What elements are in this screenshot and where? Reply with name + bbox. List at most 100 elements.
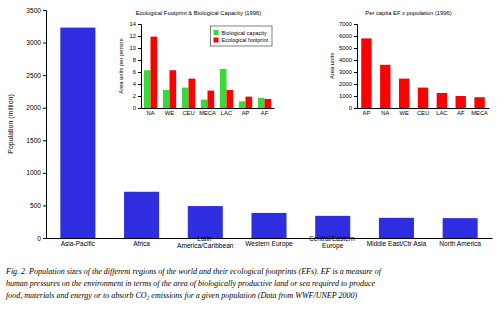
- tick: 12: [130, 33, 141, 39]
- chart-title: Per capita EF x population (1996): [365, 10, 451, 16]
- tick: AF: [261, 108, 269, 116]
- tick-label: 14: [130, 21, 137, 27]
- tick: 0: [349, 105, 357, 111]
- tick-label: WE: [165, 110, 174, 116]
- tick-label: Asia-Pacific: [61, 240, 96, 247]
- tick-label: LAC: [436, 110, 447, 116]
- legend-item: Biological capacity: [214, 30, 267, 36]
- tick: Latin America/Caribbean: [177, 235, 234, 249]
- bar: [239, 101, 246, 108]
- tick-label: 3500: [26, 7, 41, 14]
- tick-label: CEU: [182, 110, 194, 116]
- bar: [170, 70, 177, 108]
- tick-label: Central/Eastern Europe: [309, 235, 357, 250]
- bar: [437, 93, 447, 108]
- tick-mark: [138, 84, 141, 85]
- tick-label: 2: [133, 93, 136, 99]
- inset-background: [117, 6, 280, 124]
- tick: Middle East/Ctr Asia: [367, 238, 427, 247]
- tick-mark: [43, 75, 46, 76]
- tick-mark: [138, 72, 141, 73]
- tick: WE: [399, 108, 408, 116]
- tick: 10: [130, 45, 141, 51]
- legend-label: Biological capacity: [222, 30, 267, 36]
- tick: WE: [165, 108, 174, 116]
- bar: [188, 206, 223, 238]
- x-axis: AP NA WE CEU LAC AF MECA: [358, 108, 490, 116]
- tick-mark: [138, 48, 141, 49]
- tick-label: Latin America/Caribbean: [177, 235, 234, 249]
- tick-mark: [354, 36, 357, 37]
- bar: [144, 70, 151, 108]
- bar: [456, 96, 466, 108]
- tick: CEU: [182, 108, 194, 116]
- bar: [163, 90, 170, 108]
- bar: [151, 37, 158, 108]
- tick-label: 2000: [339, 81, 352, 87]
- tick-mark: [138, 96, 141, 97]
- bar: [182, 88, 189, 108]
- tick: AP: [242, 108, 250, 116]
- tick: NA: [381, 108, 389, 116]
- bar: [251, 213, 286, 238]
- tick-label: Middle East/Ctr Asia: [367, 240, 427, 247]
- chart-title: Ecological Footprint & Biological Capaci…: [136, 10, 261, 16]
- tick-label: 4: [133, 81, 137, 87]
- bars: [361, 38, 485, 108]
- x-axis: NAWECEUMECALACAPAF: [142, 108, 275, 116]
- tick: AP: [363, 108, 371, 116]
- tick: 1500: [26, 137, 46, 144]
- tick-label: 12: [130, 33, 136, 39]
- axis-line: [358, 108, 490, 109]
- tick: AF: [457, 108, 465, 116]
- tick: 3000: [339, 69, 357, 75]
- bar: [124, 192, 159, 238]
- bar: [208, 91, 215, 108]
- tick: NA: [146, 108, 154, 116]
- legend: Biological capacityEcological footprint: [211, 26, 272, 46]
- bar: [361, 38, 371, 108]
- caption-line: human pressures on the environment in te…: [6, 279, 376, 288]
- tick-label: 3000: [339, 69, 352, 75]
- tick-mark: [354, 96, 357, 97]
- bar: [399, 79, 409, 108]
- tick-label: 1000: [26, 169, 41, 176]
- tick: 5000: [339, 45, 357, 51]
- tick-mark: [354, 72, 357, 73]
- tick-label: MECA: [199, 110, 216, 116]
- caption-line: food, materials and energy or to absorb …: [6, 291, 357, 300]
- y-axis: 02468101214: [130, 21, 142, 111]
- tick: MECA: [471, 108, 488, 116]
- tick-label: AP: [363, 110, 371, 116]
- tick-label: AF: [261, 110, 269, 116]
- legend-swatch: [214, 30, 219, 35]
- tick: 14: [130, 21, 141, 27]
- tick-label: 0: [349, 105, 352, 111]
- axis-line: [138, 25, 142, 109]
- tick-label: NA: [381, 110, 389, 116]
- legend-swatch: [214, 38, 219, 43]
- bar: [201, 100, 208, 108]
- tick-label: 6000: [339, 33, 352, 39]
- y-axis: 0500100015002000250030003500: [26, 7, 46, 242]
- inset-background: [322, 6, 495, 124]
- tick-label: 500: [30, 202, 41, 209]
- tick: 6: [133, 69, 141, 75]
- legend-frame: [211, 26, 272, 46]
- tick-label: 0: [37, 235, 41, 242]
- legend-label: Ecological footprint: [222, 37, 269, 43]
- tick: North America: [439, 238, 481, 247]
- figure: 0500100015002000250030003500Asia-Pacific…: [0, 0, 497, 317]
- tick: 3500: [26, 7, 46, 14]
- bars: [144, 37, 271, 108]
- axis-line: [354, 25, 358, 109]
- tick-label: North America: [439, 240, 481, 247]
- tick-mark: [138, 60, 141, 61]
- tick-label: CEU: [417, 110, 429, 116]
- tick-label: NA: [146, 110, 154, 116]
- tick: 2000: [339, 81, 357, 87]
- tick-label: 0: [133, 105, 136, 111]
- bar: [60, 28, 95, 238]
- tick-label: 2500: [26, 72, 41, 79]
- tick: 0: [133, 105, 141, 111]
